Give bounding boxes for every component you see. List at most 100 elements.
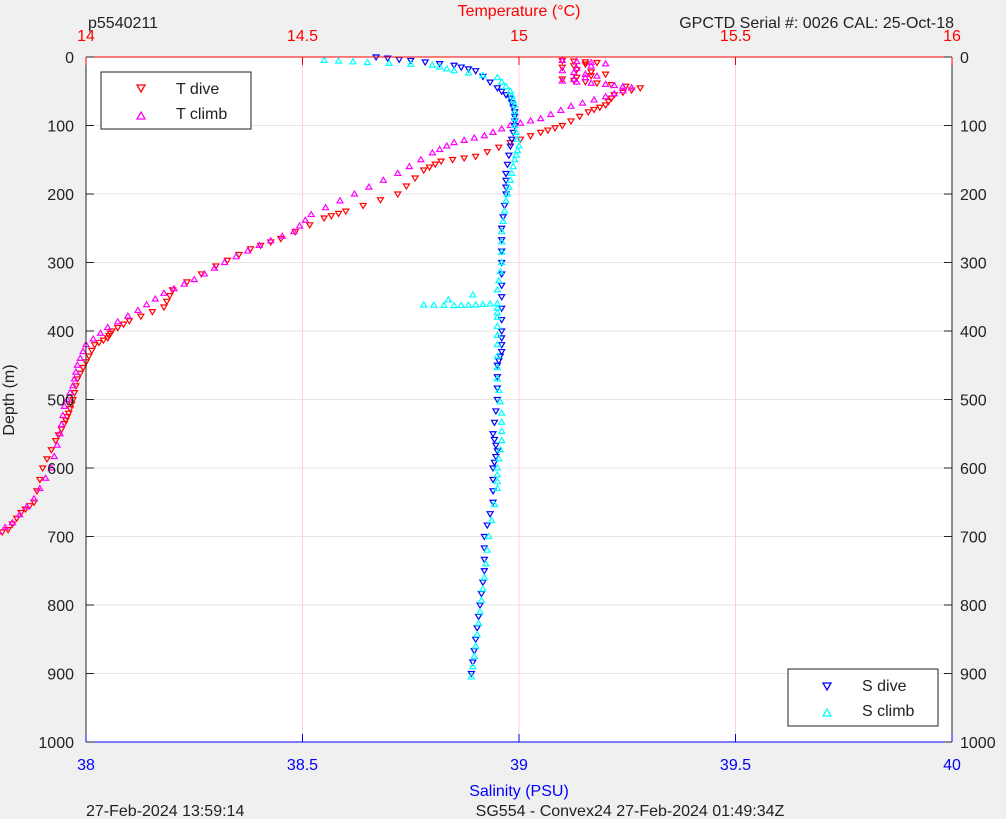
s-climb-point (496, 397, 505, 405)
s-climb-point (428, 61, 437, 68)
left-depth-tick-label: 0 (65, 50, 74, 67)
t-dive-point (575, 113, 584, 121)
s-dive-point (491, 408, 500, 416)
s-climb-point (509, 162, 518, 170)
t-climb-point (393, 169, 402, 177)
t-dive-point (291, 229, 300, 236)
t-climb-point (379, 176, 388, 183)
s-climb-point (334, 56, 343, 64)
s-dive-point (468, 659, 477, 667)
s-dive-point (383, 55, 392, 63)
s-climb-point (510, 114, 519, 122)
s-climb-point (497, 427, 506, 435)
t-dive-point (68, 396, 78, 404)
salinity-tick-label: 40 (943, 757, 961, 774)
t-climb-point (592, 72, 601, 79)
t-dive-point (87, 347, 96, 355)
s-dive-point (506, 143, 515, 151)
s-climb-point (493, 285, 502, 293)
s-dive-point (457, 64, 466, 72)
t-climb-point (350, 189, 359, 197)
t-climb-point (618, 86, 627, 94)
t-dive-point (448, 156, 457, 164)
t-dive-point (42, 456, 52, 464)
profile-id: p5540211 (88, 15, 158, 32)
t-climb-point (497, 124, 506, 132)
salinity-tick-label: 38 (77, 757, 95, 774)
t-climb-point (536, 114, 545, 122)
t-dive-point (627, 87, 636, 95)
t-climb-point (255, 241, 264, 248)
t-climb-point (581, 70, 590, 77)
s-climb-point (478, 584, 487, 592)
t-dive-point (581, 61, 590, 69)
t-climb-point (301, 216, 310, 223)
t-dive-point (305, 222, 314, 229)
temperature-tick-label: 15 (510, 28, 528, 45)
s-climb-point (470, 652, 479, 659)
t-dive-point (119, 321, 128, 329)
t-climb-point (66, 388, 75, 396)
s-dive-point (490, 459, 499, 467)
left-depth-tick-label: 600 (47, 461, 74, 478)
t-climb-point (169, 284, 179, 292)
s-climb-point (348, 57, 358, 65)
s-climb-point (468, 290, 477, 298)
s-dive-point (480, 533, 489, 541)
t-climb-point (610, 81, 619, 89)
t-climb-point (558, 76, 567, 84)
t-dive-point (437, 158, 446, 166)
s-climb-point (497, 227, 506, 235)
t-climb-point (435, 145, 444, 153)
s-climb-point (507, 91, 516, 99)
t-climb-point (460, 136, 469, 143)
legend-marker-t-dive (135, 84, 147, 94)
s-climb-point (363, 58, 372, 66)
s-climb-point (473, 630, 482, 638)
s-dive-point (480, 568, 489, 575)
t-climb-point (22, 502, 31, 510)
s-climb-point (471, 300, 480, 308)
s-climb-point (477, 596, 486, 604)
s-climb-point (497, 237, 506, 245)
s-climb-point (493, 463, 502, 471)
s-dive-point (497, 294, 506, 301)
s-dive-point (496, 353, 505, 361)
left-depth-tick-label: 900 (47, 667, 74, 684)
t-climb-point (364, 182, 373, 190)
right-depth-tick-label: 900 (960, 667, 987, 684)
s-dive-point (490, 436, 499, 444)
t-climb-point (151, 294, 160, 302)
t-climb-point (76, 354, 85, 361)
t-climb-point (123, 311, 132, 319)
depth-axis-title: Depth (m) (1, 364, 18, 435)
t-dive-point (67, 401, 76, 409)
axis-ticks: 0 0 100 100 200 200 300 300 400 400 500 500 600 600 70… (38, 28, 995, 774)
s-climb-point (510, 121, 519, 129)
s-dive-point (497, 305, 506, 313)
s-climb-point (474, 619, 483, 626)
t-dive-point (341, 208, 350, 216)
s-dive-point (507, 136, 516, 144)
s-climb-point (493, 363, 502, 371)
t-climb-point (307, 210, 316, 218)
t-climb-point (442, 141, 451, 149)
t-climb-point (96, 329, 105, 336)
s-climb-point (320, 56, 329, 64)
s-climb-point (507, 169, 516, 177)
left-depth-tick-label: 700 (47, 530, 74, 547)
s-dive-point (497, 328, 506, 336)
right-depth-tick-label: 600 (960, 461, 987, 478)
t-dive-point (566, 118, 576, 126)
s-dive-point (488, 488, 498, 495)
t-dive-point (460, 155, 469, 163)
t-dive-point (159, 304, 168, 312)
s-dive-point (497, 348, 506, 356)
s-dive-point (421, 59, 430, 67)
s-climb-point (493, 351, 502, 359)
legend-marker-t-climb (135, 110, 147, 120)
t-dive-point (601, 71, 610, 79)
t-climb-point (15, 510, 24, 518)
s-climb-point (497, 418, 506, 425)
t-dive-point (419, 167, 428, 175)
